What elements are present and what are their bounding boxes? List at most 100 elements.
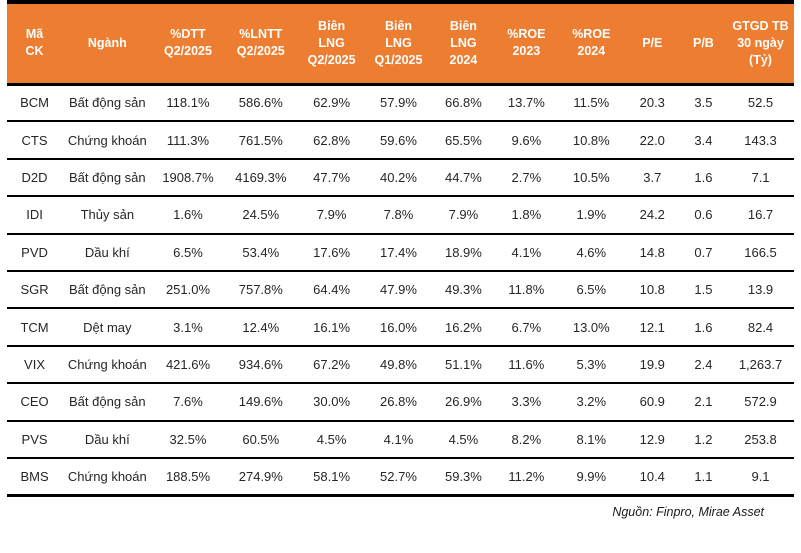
- ticker-cell: VIX: [7, 345, 63, 385]
- industry-cell: Chứng khoán: [62, 457, 153, 497]
- value-cell: 12.4%: [223, 308, 299, 347]
- value-cell: 30.0%: [298, 383, 366, 422]
- value-cell: 2.4: [679, 345, 728, 385]
- value-cell: 10.8%: [557, 121, 625, 160]
- value-cell: 6.7%: [494, 308, 558, 347]
- value-cell: 2.1: [679, 383, 728, 422]
- value-cell: 24.2: [624, 196, 680, 235]
- value-cell: 65.5%: [431, 121, 495, 160]
- value-cell: 58.1%: [298, 457, 366, 497]
- table-row-idi: IDI Thủy sản 1.6% 24.5% 7.9% 7.8% 7.9% 1.8% 1.9%…: [7, 196, 794, 235]
- value-cell: 67.2%: [298, 345, 366, 385]
- value-cell: 11.6%: [494, 345, 558, 385]
- ticker-cell: BCM: [7, 84, 63, 123]
- value-cell: 17.6%: [298, 233, 366, 272]
- value-cell: 251.0%: [152, 270, 224, 310]
- value-cell: 22.0: [624, 121, 680, 160]
- value-cell: 7.1: [727, 158, 794, 198]
- value-cell: 4.1%: [494, 233, 558, 272]
- value-cell: 52.7%: [365, 457, 432, 497]
- industry-cell: Dầu khí: [62, 233, 153, 272]
- source-caption: Nguồn: Finpro, Mirae Asset: [612, 504, 764, 519]
- value-cell: 16.2%: [431, 308, 495, 347]
- table-row-pvs: PVS Dầu khí 32.5% 60.5% 4.5% 4.1% 4.5% 8.2% 8.1%…: [7, 420, 794, 459]
- ticker-cell: CEO: [7, 383, 63, 422]
- ticker-cell: PVS: [7, 420, 63, 459]
- value-cell: 757.8%: [223, 270, 299, 310]
- value-cell: 64.4%: [298, 270, 366, 310]
- value-cell: 421.6%: [152, 345, 224, 385]
- value-cell: 14.8: [624, 233, 680, 272]
- value-cell: 1908.7%: [152, 158, 224, 198]
- value-cell: 26.8%: [365, 383, 432, 422]
- value-cell: 586.6%: [223, 84, 299, 123]
- value-cell: 52.5: [727, 84, 794, 123]
- value-cell: 3.7: [624, 158, 680, 198]
- value-cell: 761.5%: [223, 121, 299, 160]
- value-cell: 4.6%: [557, 233, 625, 272]
- financial-metrics-table: Mã CK Ngành %DTT Q2/2025 %LNTT Q2/2025 Biên …: [7, 0, 794, 497]
- industry-cell: Dầu khí: [62, 420, 153, 459]
- column-header-lntt-q2-2025: %LNTT Q2/2025: [223, 2, 299, 86]
- value-cell: 1.6: [679, 158, 728, 198]
- ticker-cell: IDI: [7, 196, 63, 235]
- value-cell: 2.7%: [494, 158, 558, 198]
- value-cell: 17.4%: [365, 233, 432, 272]
- value-cell: 7.8%: [365, 196, 432, 235]
- value-cell: 7.9%: [431, 196, 495, 235]
- value-cell: 10.5%: [557, 158, 625, 198]
- value-cell: 16.1%: [298, 308, 366, 347]
- table-row-ceo: CEO Bất động sản 7.6% 149.6% 30.0% 26.8% 26.9%…: [7, 383, 794, 422]
- column-header-dtt-q2-2025: %DTT Q2/2025: [152, 2, 224, 86]
- value-cell: 47.7%: [298, 158, 366, 198]
- ticker-cell: TCM: [7, 308, 63, 347]
- value-cell: 13.7%: [494, 84, 558, 123]
- financial-metrics-table-wrap: Mã CK Ngành %DTT Q2/2025 %LNTT Q2/2025 Biên …: [7, 0, 794, 519]
- value-cell: 82.4: [727, 308, 794, 347]
- value-cell: 12.9: [624, 420, 680, 459]
- value-cell: 9.1: [727, 457, 794, 497]
- value-cell: 7.9%: [298, 196, 366, 235]
- industry-cell: Bất động sản: [62, 383, 153, 422]
- value-cell: 3.3%: [494, 383, 558, 422]
- value-cell: 57.9%: [365, 84, 432, 123]
- value-cell: 26.9%: [431, 383, 495, 422]
- column-header-gtgd-tb-30-ngay: GTGD TB 30 ngày (Tỷ): [727, 2, 794, 86]
- value-cell: 11.2%: [494, 457, 558, 497]
- column-header-bien-lng-q2-2025: Biên LNG Q2/2025: [298, 2, 366, 86]
- table-header-row: Mã CK Ngành %DTT Q2/2025 %LNTT Q2/2025 Biên …: [7, 2, 794, 86]
- value-cell: 1.2: [679, 420, 728, 459]
- industry-cell: Chứng khoán: [62, 345, 153, 385]
- value-cell: 253.8: [727, 420, 794, 459]
- value-cell: 166.5: [727, 233, 794, 272]
- table-row-cts: CTS Chứng khoán 111.3% 761.5% 62.8% 59.6% 65.5…: [7, 121, 794, 160]
- value-cell: 8.1%: [557, 420, 625, 459]
- column-header-pb: P/B: [679, 2, 728, 86]
- value-cell: 12.1: [624, 308, 680, 347]
- value-cell: 19.9: [624, 345, 680, 385]
- table-row-bms: BMS Chứng khoán 188.5% 274.9% 58.1% 52.7% 59.3…: [7, 457, 794, 497]
- value-cell: 59.6%: [365, 121, 432, 160]
- value-cell: 59.3%: [431, 457, 495, 497]
- industry-cell: Chứng khoán: [62, 121, 153, 160]
- value-cell: 1.6: [679, 308, 728, 347]
- ticker-cell: D2D: [7, 158, 63, 198]
- value-cell: 62.8%: [298, 121, 366, 160]
- value-cell: 3.4: [679, 121, 728, 160]
- value-cell: 572.9: [727, 383, 794, 422]
- table-row-pvd: PVD Dầu khí 6.5% 53.4% 17.6% 17.4% 18.9% 4.1% 4.…: [7, 233, 794, 272]
- column-header-roe-2024: %ROE 2024: [557, 2, 625, 86]
- value-cell: 44.7%: [431, 158, 495, 198]
- value-cell: 9.9%: [557, 457, 625, 497]
- value-cell: 40.2%: [365, 158, 432, 198]
- value-cell: 0.6: [679, 196, 728, 235]
- value-cell: 10.4: [624, 457, 680, 497]
- value-cell: 274.9%: [223, 457, 299, 497]
- value-cell: 24.5%: [223, 196, 299, 235]
- value-cell: 3.1%: [152, 308, 224, 347]
- column-header-nganh: Ngành: [62, 2, 153, 86]
- value-cell: 3.5: [679, 84, 728, 123]
- value-cell: 149.6%: [223, 383, 299, 422]
- value-cell: 4.1%: [365, 420, 432, 459]
- column-header-bien-lng-q1-2025: Biên LNG Q1/2025: [365, 2, 432, 86]
